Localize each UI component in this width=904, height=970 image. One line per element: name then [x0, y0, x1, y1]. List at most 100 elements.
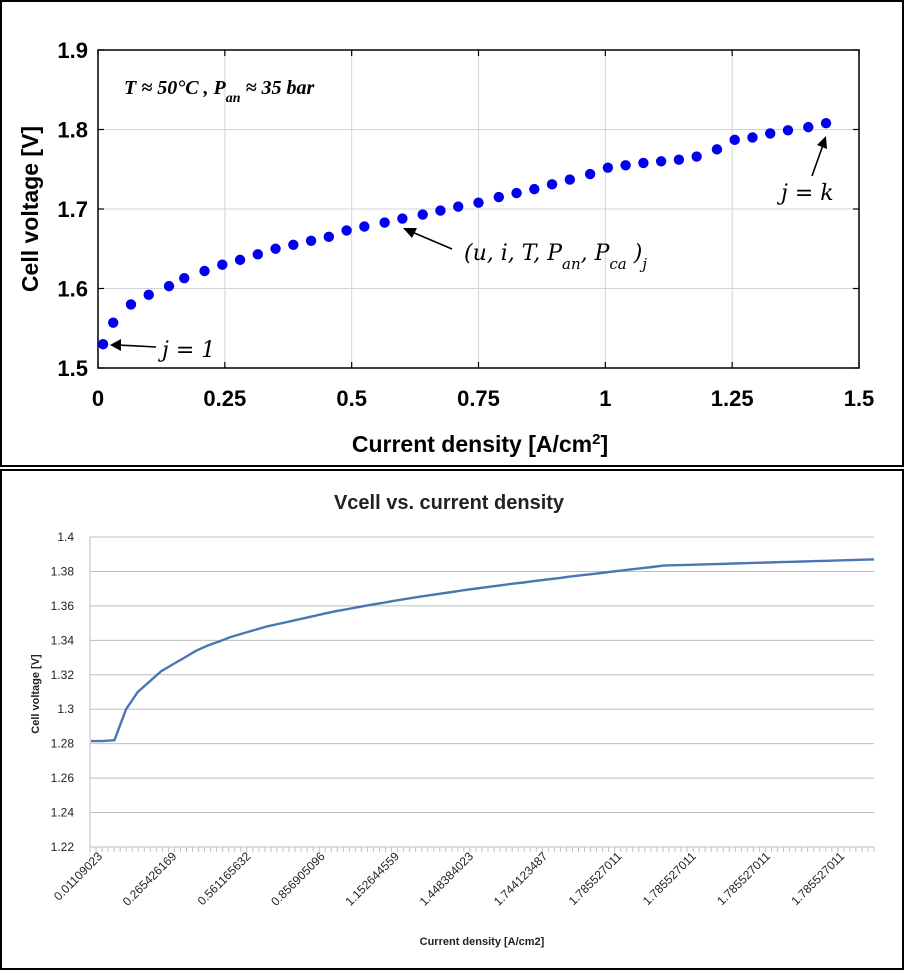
bottom-y-tick-label: 1.26: [51, 771, 75, 785]
data-point: [655, 156, 667, 167]
bottom-x-tick-label: 1.785527011: [788, 849, 847, 908]
data-point: [288, 239, 299, 250]
bottom-x-tick-label: 1.785527011: [714, 849, 773, 908]
top-gridlines: [97, 49, 860, 369]
top-x-tick-label: 0.25: [203, 386, 246, 411]
top-data-points: [97, 117, 832, 350]
data-point: [493, 191, 504, 203]
top-y-tick-label: 1.5: [57, 356, 88, 381]
data-point: [765, 128, 776, 139]
data-point: [179, 272, 190, 284]
bottom-y-tick-label: 1.28: [51, 737, 75, 751]
data-point: [673, 154, 685, 165]
data-point: [711, 144, 723, 155]
data-point: [729, 134, 740, 146]
data-point: [602, 162, 614, 173]
top-x-tick-label: 0.5: [336, 386, 367, 411]
bottom-y-tick-label: 1.4: [57, 530, 74, 544]
bottom-y-axis-title: Cell voltage [V]: [30, 654, 42, 734]
top-y-tick-label: 1.8: [57, 118, 88, 143]
bottom-x-tick-label: 1.744123487: [491, 849, 551, 909]
top-y-tick-labels: 1.5 1.6 1.7 1.8 1.9: [57, 38, 88, 381]
data-point: [417, 209, 428, 220]
top-x-tick-label: 0.75: [457, 386, 500, 411]
series-line: [91, 558, 875, 743]
last-point-annotation: j = k: [776, 136, 834, 206]
data-point: [820, 117, 832, 129]
top-x-tick-label: 1.5: [844, 386, 875, 411]
top-y-tick-label: 1.9: [57, 38, 88, 63]
bottom-y-tick-label: 1.34: [51, 633, 75, 647]
top-x-tick-label: 1.25: [711, 386, 754, 411]
tuple-annotation-text: (u, i, T, Pan, Pca )j: [464, 241, 647, 273]
top-x-tick-label: 0: [92, 386, 104, 411]
bottom-x-tick-label: 0.561165632: [195, 849, 254, 908]
data-point: [584, 168, 596, 180]
bottom-x-tick-label: 1.785527011: [566, 849, 625, 908]
data-point: [217, 259, 228, 270]
top-x-tick-label: 1: [599, 386, 611, 411]
data-point: [125, 299, 137, 310]
data-point: [564, 174, 576, 185]
data-point: [473, 197, 484, 208]
data-point: [529, 183, 540, 195]
bottom-y-tick-label: 1.3: [57, 702, 74, 716]
data-point: [453, 201, 464, 212]
data-point: [546, 179, 558, 190]
bottom-y-tick-label: 1.38: [51, 564, 75, 578]
data-point: [234, 254, 246, 266]
bottom-y-tick-label: 1.32: [51, 668, 75, 682]
data-point: [305, 235, 317, 246]
vcell-line-panel: Vcell vs. current density 1.22 1.24 1.26 1.…: [0, 469, 904, 970]
bottom-y-tick-label: 1.22: [51, 840, 75, 854]
bottom-x-tick-labels: 0.01109023 0.265426169 0.561165632 0.856905…: [51, 849, 847, 909]
svg-text:j = 1: j = 1: [157, 338, 215, 363]
data-point: [397, 213, 408, 224]
svg-text:j = k: j = k: [776, 181, 834, 206]
data-point: [359, 221, 370, 232]
tuple-annotation: (u, i, T, Pan, Pca )j: [403, 228, 647, 273]
data-point: [782, 125, 794, 136]
conditions-annotation: T ≈ 50°C , Pan ≈ 35 bar: [124, 77, 315, 106]
data-point: [270, 243, 281, 254]
bottom-y-tick-label: 1.36: [51, 599, 75, 613]
data-point: [108, 317, 119, 328]
data-point: [379, 217, 390, 228]
data-point: [747, 132, 758, 143]
data-point: [199, 265, 210, 277]
top-y-tick-label: 1.6: [57, 277, 88, 302]
top-y-axis-title: Cell voltage [V]: [17, 126, 43, 292]
bottom-chart-title: Vcell vs. current density: [334, 492, 565, 514]
data-point: [323, 231, 335, 243]
bottom-x-tick-label: 1.448384023: [417, 849, 477, 909]
top-x-axis-title: Current density [A/cm2]: [352, 431, 608, 458]
voltage-scatter-panel: 0 0.25 0.5 0.75 1 1.25 1.5 1.5 1.6 1.7 1.8 1.9 Cur…: [0, 0, 904, 467]
bottom-y-tick-labels: 1.22 1.24 1.26 1.28 1.3 1.32 1.34 1.36 1.38 1.4: [51, 530, 75, 854]
top-plot-frame: [97, 49, 860, 369]
bottom-gridlines: [89, 536, 875, 852]
data-point: [97, 338, 109, 350]
data-point: [435, 205, 446, 216]
first-point-annotation: j = 1: [110, 338, 215, 363]
bottom-x-tick-label: 1.152644559: [342, 849, 402, 909]
data-point: [511, 187, 522, 199]
data-point: [341, 225, 352, 236]
bottom-x-tick-label: 1.785527011: [640, 849, 699, 908]
data-point: [143, 289, 154, 301]
top-x-tick-labels: 0 0.25 0.5 0.75 1 1.25 1.5: [92, 386, 874, 411]
bottom-series-line: [91, 558, 875, 743]
bottom-x-axis-title: Current density [A/cm2]: [420, 936, 545, 948]
bottom-x-tick-label: 0.856905096: [268, 849, 328, 909]
data-point: [803, 121, 814, 133]
data-point: [691, 151, 702, 162]
bottom-x-tick-label: 0.01109023: [51, 849, 105, 903]
bottom-x-tick-label: 0.265426169: [120, 849, 180, 909]
vcell-line-chart: Vcell vs. current density 1.221.241.261.…: [30, 492, 875, 948]
top-y-tick-label: 1.7: [57, 197, 88, 222]
data-point: [620, 160, 631, 171]
data-point: [163, 280, 175, 292]
bottom-y-tick-label: 1.24: [51, 806, 75, 820]
data-point: [638, 157, 649, 169]
voltage-scatter-chart: 0 0.25 0.5 0.75 1 1.25 1.5 1.5 1.6 1.7 1.8 1.9 Cur…: [17, 38, 874, 458]
data-point: [252, 249, 264, 260]
